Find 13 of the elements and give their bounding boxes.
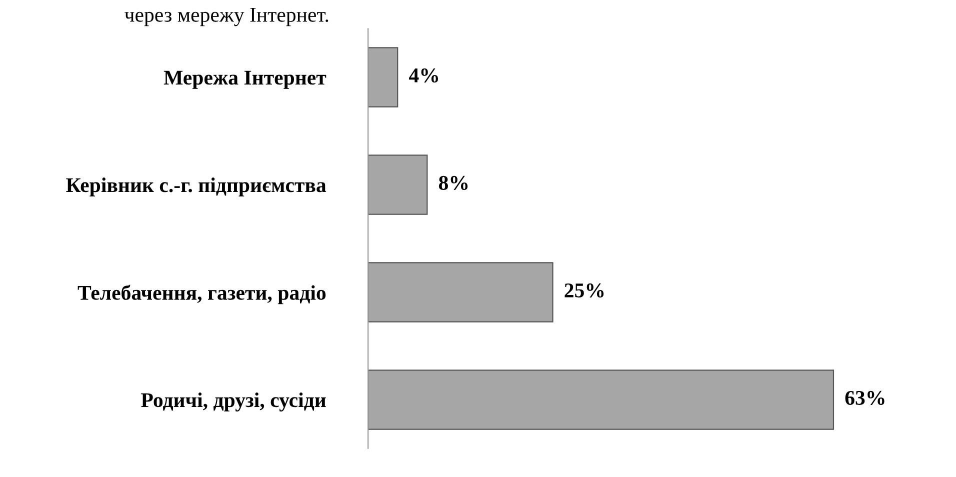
data-label: 4%: [409, 68, 438, 83]
data-label: 63%: [845, 390, 884, 406]
data-label: 8%: [438, 176, 468, 190]
bar: [368, 47, 398, 108]
data-label: 25%: [564, 283, 604, 298]
bar: [368, 370, 834, 430]
y-tick-label: Керівник с.-г. підприємства: [66, 178, 326, 196]
text: через мережу Інтернет.: [124, 8, 328, 26]
y-tick-label: Родичі, друзі, сусіди: [141, 392, 326, 412]
y-tick-label: Телебачення, газети, радіо: [78, 284, 326, 304]
y-tick-label: Мережа Інтернет: [164, 70, 326, 89]
bar: [368, 262, 554, 322]
bar: [368, 154, 428, 215]
